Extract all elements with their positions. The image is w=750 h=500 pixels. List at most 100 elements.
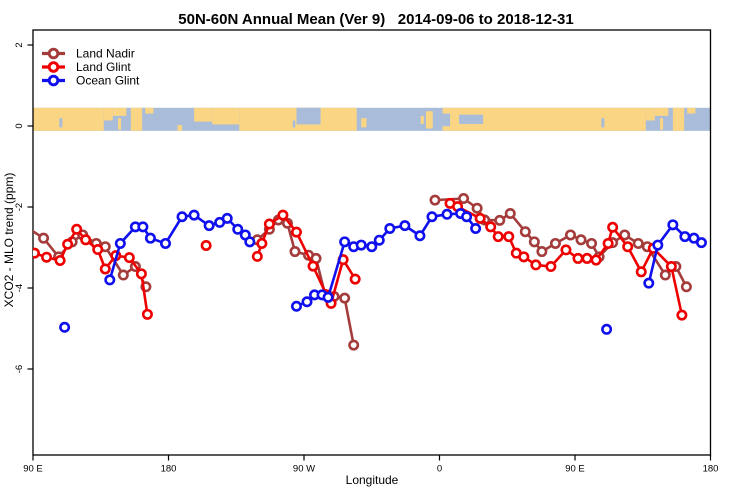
data-point — [545, 261, 557, 273]
data-point — [99, 263, 111, 275]
y-tick-label: -4 — [14, 284, 25, 292]
data-point — [348, 339, 360, 351]
series-line — [256, 213, 357, 305]
data-point — [652, 239, 664, 251]
data-point — [665, 261, 677, 273]
legend-marker-icon — [47, 47, 60, 60]
series-ocean-glint — [59, 207, 707, 335]
data-point — [528, 236, 540, 248]
map-water-patch — [292, 120, 296, 128]
legend-label: Land Glint — [76, 60, 131, 74]
data-series — [33, 192, 707, 351]
data-point — [607, 221, 619, 233]
data-point — [137, 221, 149, 233]
data-point — [263, 218, 275, 230]
data-point-isolated — [59, 321, 71, 333]
map-land-patch — [112, 107, 127, 116]
data-point — [680, 281, 692, 293]
data-point-isolated — [200, 239, 212, 251]
data-point — [426, 211, 438, 223]
data-point — [188, 209, 200, 221]
data-point — [159, 237, 171, 249]
y-tick-label: 2 — [14, 42, 25, 47]
x-tick-label: 90 E — [23, 464, 43, 475]
map-land-patch — [177, 125, 183, 131]
data-point — [619, 229, 631, 241]
data-point — [572, 252, 584, 264]
map-land-patch — [420, 115, 424, 124]
map-land-patch — [645, 107, 655, 121]
data-point — [221, 212, 233, 224]
data-point — [71, 223, 83, 235]
map-land-patch — [687, 107, 696, 114]
data-point — [290, 300, 302, 312]
map-land-patch — [194, 107, 213, 122]
x-tick-label: 180 — [703, 464, 719, 475]
data-point — [622, 241, 634, 253]
data-point — [575, 234, 587, 246]
data-point — [176, 211, 188, 223]
data-point — [581, 252, 593, 264]
x-tick-label: 180 — [161, 464, 177, 475]
map-land-patch — [118, 118, 122, 130]
data-point — [632, 237, 644, 249]
data-point — [564, 229, 576, 241]
data-point — [679, 231, 691, 243]
data-point — [349, 273, 361, 285]
legend-marker-icon — [47, 61, 60, 73]
data-point — [695, 237, 707, 249]
data-point — [536, 246, 548, 258]
data-point — [232, 223, 244, 235]
data-point — [307, 260, 319, 272]
legend-item-ocean-glint: Ocean Glint — [42, 74, 140, 88]
map-land-patch — [442, 107, 646, 131]
data-point — [141, 308, 153, 320]
y-tick-label: 0 — [14, 123, 25, 128]
map-water-patch — [59, 118, 63, 128]
map-land-patch — [660, 118, 664, 130]
data-point — [635, 266, 647, 278]
data-point — [659, 269, 671, 281]
x-axis-label: Longitude — [346, 473, 399, 487]
data-point — [492, 231, 504, 243]
data-point — [549, 237, 561, 249]
map-land-patch — [361, 118, 367, 128]
y-tick-label: -2 — [14, 203, 25, 211]
legend-marker-icon — [47, 74, 60, 87]
data-point — [144, 232, 156, 244]
map-land-patch — [33, 107, 104, 131]
data-point — [339, 292, 351, 304]
series-land-glint — [33, 197, 688, 321]
plot-border — [32, 29, 712, 456]
data-point — [530, 259, 542, 271]
data-point — [62, 238, 74, 250]
data-point — [355, 239, 367, 251]
legend-label: Ocean Glint — [76, 74, 140, 88]
data-point — [474, 212, 486, 224]
data-point — [470, 222, 482, 234]
world-map-band — [33, 107, 711, 131]
map-land-patch — [672, 107, 685, 131]
data-point — [92, 244, 104, 256]
y-tick-label: -6 — [14, 365, 25, 373]
map-water-patch — [601, 118, 605, 128]
map-land-patch — [654, 107, 669, 116]
data-point — [688, 232, 700, 244]
data-point — [289, 246, 301, 258]
data-point — [339, 236, 351, 248]
y-axis-label: XCO2 - MLO trend (ppm) — [2, 173, 16, 308]
data-point — [41, 251, 53, 263]
data-point — [256, 237, 268, 249]
data-point — [322, 291, 334, 303]
axes: 90 E 180 90 W 0 90 E 180 2 0 -2 -4 -6 — [14, 29, 719, 475]
map-land-patch — [103, 107, 113, 121]
data-point — [643, 277, 655, 289]
data-point — [114, 237, 126, 249]
data-point — [80, 234, 92, 246]
data-point — [667, 219, 679, 231]
data-point — [54, 254, 66, 266]
x-tick-label: 90 W — [293, 464, 315, 475]
data-point — [518, 251, 530, 263]
